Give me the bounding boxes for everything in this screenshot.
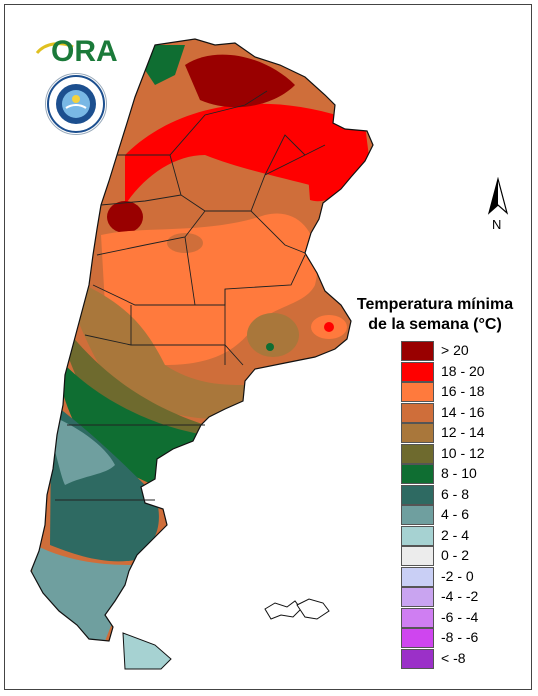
smn-seal-icon: [45, 73, 107, 135]
logo-swoosh-icon: [35, 42, 74, 55]
legend-item: 4 - 6: [401, 505, 531, 527]
legend-label: -8 - -6: [441, 629, 479, 645]
legend-label: 12 - 14: [441, 424, 485, 440]
legend-item: -4 - -2: [401, 587, 531, 609]
legend-label: 6 - 8: [441, 485, 470, 502]
legend-swatch: [401, 341, 434, 361]
malvinas-islands: [264, 598, 330, 620]
north-arrow-icon: [487, 177, 509, 215]
legend-swatch: [401, 505, 434, 525]
legend-item: 0 - 2: [401, 546, 531, 568]
legend-swatch: [401, 361, 434, 382]
legend-title-line1: Temperatura mínima: [356, 296, 514, 313]
legend-label: 4 - 6: [441, 506, 470, 522]
legend-item: 6 - 8: [401, 484, 531, 507]
legend-item: > 20: [401, 341, 531, 363]
legend-swatch: [401, 607, 434, 628]
legend-item: 18 - 20: [401, 361, 531, 384]
legend-item: 12 - 14: [401, 423, 531, 445]
legend-swatch: [401, 628, 434, 648]
ora-logo: ORA: [51, 35, 118, 68]
legend-label: 2 - 4: [441, 526, 470, 543]
legend-label: < -8: [441, 649, 466, 666]
legend-item: -8 - -6: [401, 628, 531, 650]
legend-label: 14 - 16: [441, 403, 485, 420]
tierra-del-fuego: [122, 632, 172, 670]
legend-label: -2 - 0: [441, 567, 474, 584]
legend-title-line2: de la semana (°C): [368, 316, 502, 333]
legend-label: 10 - 12: [441, 444, 485, 461]
legend-label: 16 - 18: [441, 383, 485, 399]
legend-item: 8 - 10: [401, 464, 531, 486]
legend-swatch: [401, 587, 434, 607]
legend-item: 10 - 12: [401, 443, 531, 466]
north-label: N: [492, 217, 502, 232]
legend-swatch: [401, 484, 434, 505]
legend-item: 16 - 18: [401, 382, 531, 404]
legend-swatch: [401, 525, 434, 546]
legend-item: -6 - -4: [401, 607, 531, 630]
legend-title: Temperatura mínima de la semana (°C): [335, 295, 531, 335]
legend-item: < -8: [401, 648, 531, 671]
legend-swatch: [401, 382, 434, 402]
legend-item: 14 - 16: [401, 402, 531, 425]
legend-swatch: [401, 464, 434, 484]
map-frame: ORA N Temperatura mínima de la semana (°…: [4, 4, 532, 690]
legend-label: 0 - 2: [441, 547, 470, 563]
legend-item: -2 - 0: [401, 566, 531, 589]
province-borders: [55, 90, 326, 501]
temperature-map: [30, 38, 374, 670]
legend-swatch: [401, 566, 434, 587]
legend-swatch: [401, 546, 434, 566]
legend-label: -4 - -2: [441, 588, 479, 604]
legend-swatch: [401, 423, 434, 443]
legend-item: 2 - 4: [401, 525, 531, 548]
legend-label: > 20: [441, 342, 469, 358]
legend-label: 18 - 20: [441, 362, 485, 379]
legend-swatch: [401, 443, 434, 464]
legend-swatch: [401, 402, 434, 423]
legend-swatch: [401, 648, 434, 669]
legend-label: 8 - 10: [441, 465, 477, 481]
legend-label: -6 - -4: [441, 608, 479, 625]
